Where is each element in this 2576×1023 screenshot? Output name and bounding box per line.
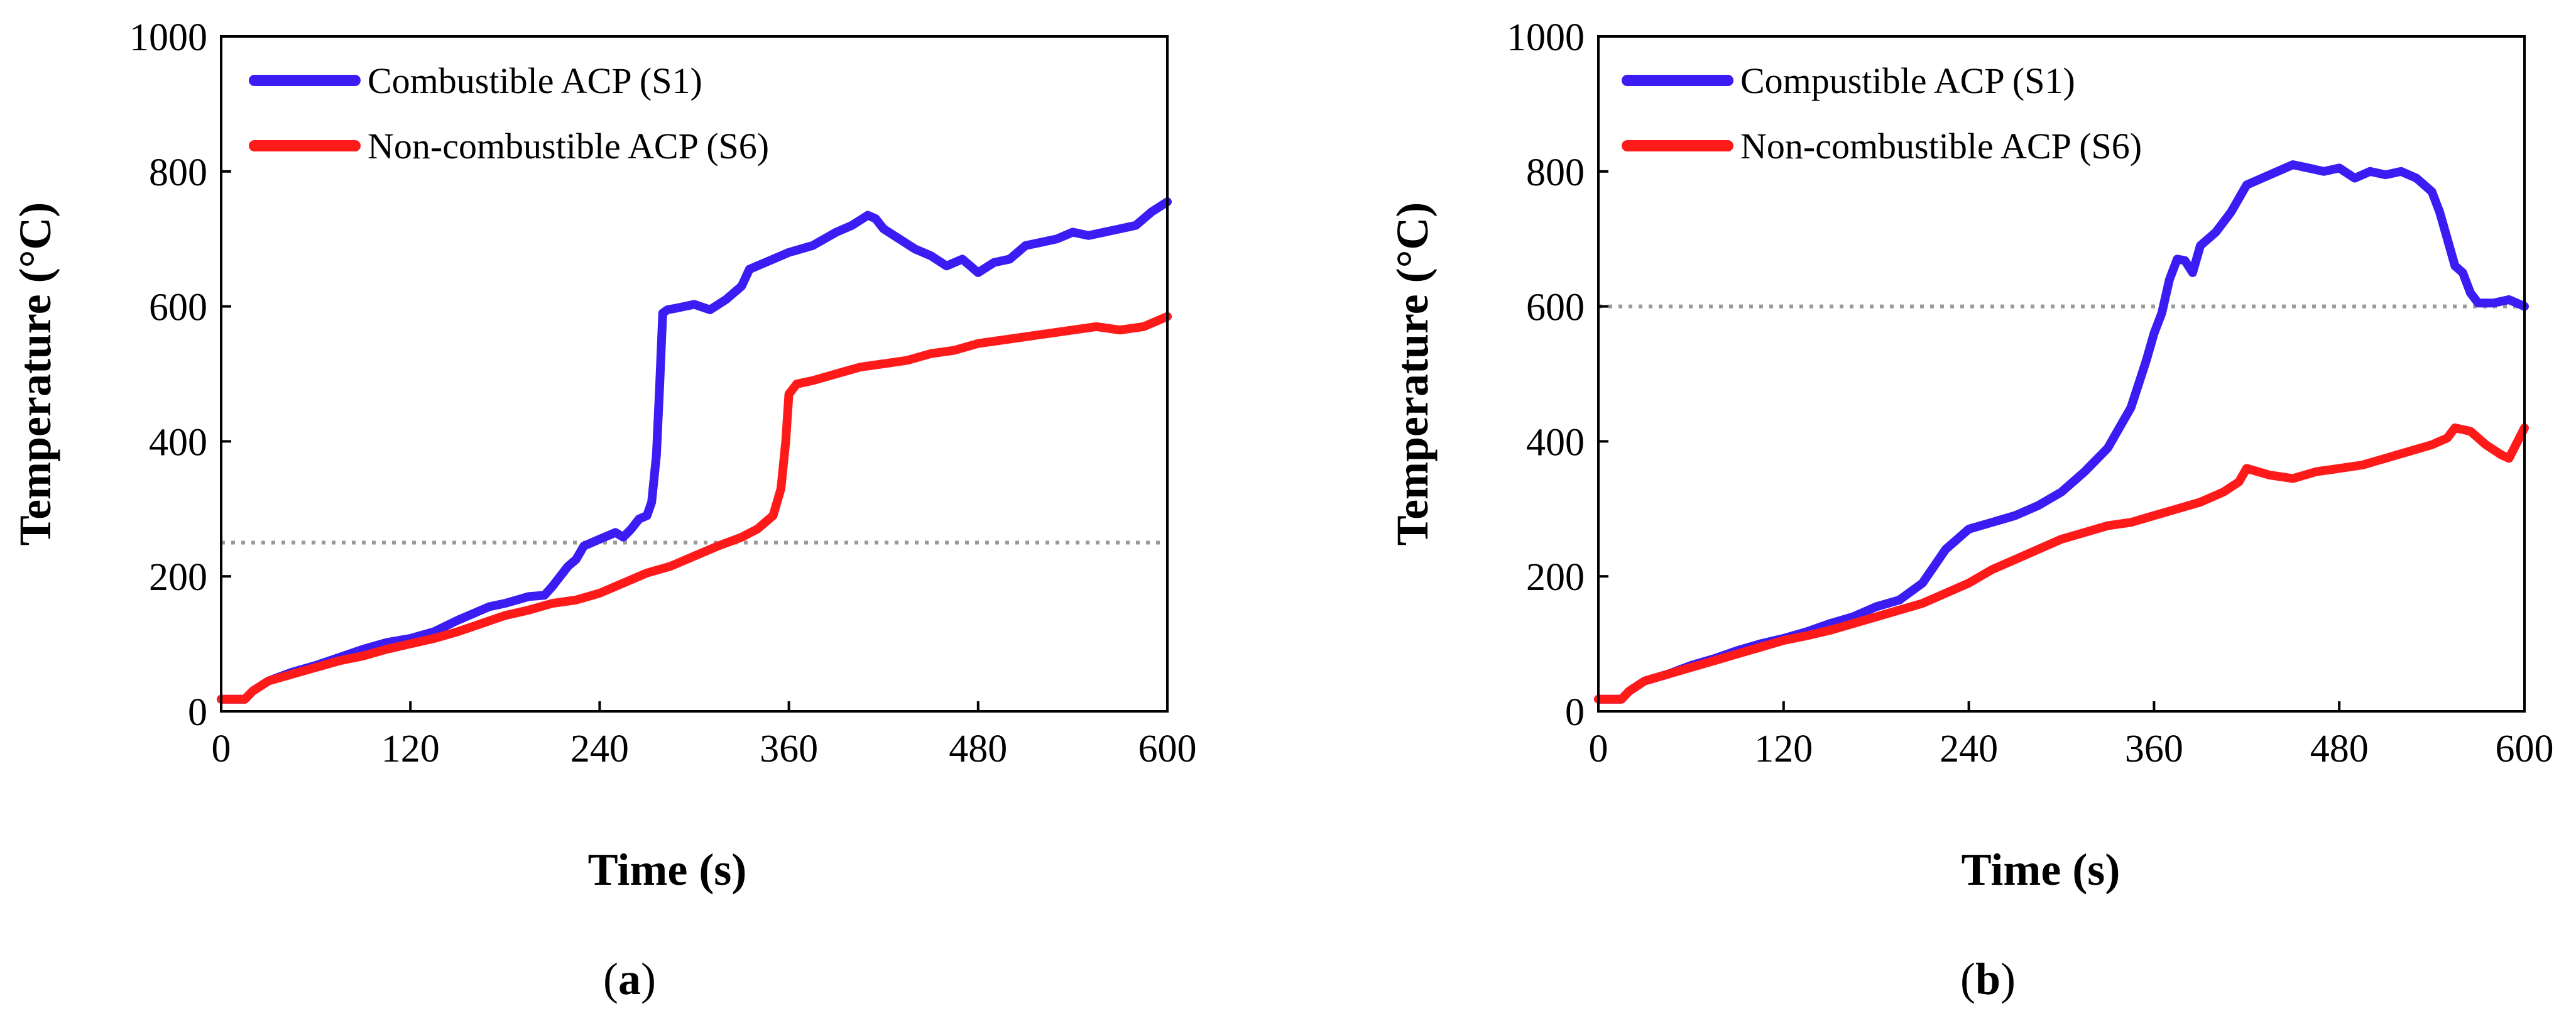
y-tick-label: 0: [188, 691, 207, 734]
y-tick-label: 800: [149, 151, 207, 194]
plot-area-frame: [220, 35, 1169, 713]
series-layer: [217, 197, 1172, 704]
series-line-s6: [217, 312, 1172, 704]
tick-layer: 0 120 240 360 480 600 0 200 400 600 800 1000: [1507, 16, 2554, 770]
y-axis-label: Temperature (°C): [1387, 202, 1438, 546]
x-tick-label: 0: [1589, 728, 1608, 770]
chart-panel-b: 0 120 240 360 480 600 0 200 400 600 800 1000 Time (…: [1387, 16, 2554, 1004]
x-tick-label: 600: [1138, 728, 1197, 770]
y-tick-label: 800: [1526, 151, 1585, 194]
y-tick-label: 600: [1526, 287, 1585, 329]
legend: Combustible ACP (S1) Non-combustible ACP…: [249, 60, 769, 167]
x-tick-label: 360: [2125, 728, 2183, 770]
x-tick-label: 120: [1754, 728, 1813, 770]
plot-area-frame: [1597, 35, 2526, 713]
y-tick-label: 200: [1526, 556, 1585, 599]
panel-caption-b: (b): [1960, 954, 2016, 1004]
legend: Compustible ACP (S1) Non-combustible ACP…: [1622, 60, 2142, 167]
x-tick-label: 480: [949, 728, 1007, 770]
series-line-s1: [1594, 160, 2529, 704]
y-tick-label: 1000: [129, 16, 207, 59]
series-line-s6: [1594, 423, 2529, 704]
x-tick-label: 480: [2310, 728, 2369, 770]
series-layer: [1594, 160, 2529, 704]
legend-label-s6: Non-combustible ACP (S6): [368, 126, 769, 167]
y-tick-label: 400: [1526, 421, 1585, 464]
x-tick-label: 0: [212, 728, 231, 770]
x-tick-label: 600: [2496, 728, 2554, 770]
chart-panel-a: 0 120 240 360 480 600 0 200 400 600 800 1000 Time (…: [10, 16, 1197, 1004]
panel-letter: b: [1975, 954, 2000, 1004]
x-tick-label: 240: [570, 728, 629, 770]
x-tick-label: 360: [760, 728, 818, 770]
legend-label-s1: Combustible ACP (S1): [368, 60, 702, 101]
legend-label-s6: Non-combustible ACP (S6): [1740, 126, 2142, 167]
y-tick-label: 200: [149, 556, 207, 599]
panel-caption-a: (a): [603, 954, 656, 1004]
y-tick-label: 600: [149, 287, 207, 329]
x-axis-label: Time (s): [1962, 845, 2120, 895]
x-tick-label: 240: [1940, 728, 1998, 770]
legend-label-s1: Compustible ACP (S1): [1740, 60, 2075, 101]
y-tick-label: 1000: [1507, 16, 1585, 59]
y-tick-label: 400: [149, 421, 207, 464]
x-axis-label: Time (s): [588, 845, 747, 895]
tick-layer: 0 120 240 360 480 600 0 200 400 600 800 1000: [129, 16, 1197, 770]
series-line-s1: [217, 197, 1172, 704]
x-tick-label: 120: [381, 728, 440, 770]
panel-letter: a: [618, 954, 641, 1004]
y-tick-label: 0: [1565, 691, 1585, 734]
y-axis-label: Temperature (°C): [10, 202, 60, 546]
